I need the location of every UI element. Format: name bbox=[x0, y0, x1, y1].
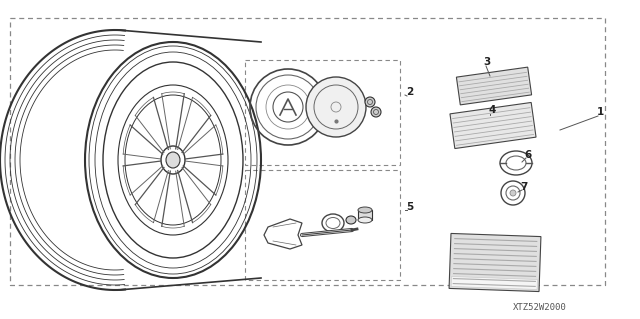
Text: 1: 1 bbox=[596, 107, 604, 117]
Ellipse shape bbox=[358, 217, 372, 223]
Text: 2: 2 bbox=[406, 87, 413, 97]
Ellipse shape bbox=[166, 152, 180, 168]
Ellipse shape bbox=[365, 97, 375, 107]
Bar bbox=[10, 18, 605, 285]
Ellipse shape bbox=[371, 107, 381, 117]
Ellipse shape bbox=[306, 77, 366, 137]
Ellipse shape bbox=[346, 216, 356, 224]
Bar bbox=[358, 210, 372, 220]
Ellipse shape bbox=[510, 190, 516, 196]
Text: 6: 6 bbox=[524, 150, 532, 160]
Ellipse shape bbox=[358, 207, 372, 213]
Bar bbox=[245, 170, 400, 280]
Bar bbox=[450, 102, 536, 149]
Bar bbox=[451, 277, 538, 289]
Text: XTZ52W2000: XTZ52W2000 bbox=[513, 302, 567, 311]
Bar bbox=[449, 234, 541, 292]
Text: 7: 7 bbox=[520, 182, 528, 192]
Text: 5: 5 bbox=[406, 202, 413, 212]
Bar bbox=[456, 67, 532, 105]
Bar bbox=[245, 60, 400, 165]
Text: 4: 4 bbox=[488, 105, 496, 115]
Text: 3: 3 bbox=[483, 57, 491, 67]
